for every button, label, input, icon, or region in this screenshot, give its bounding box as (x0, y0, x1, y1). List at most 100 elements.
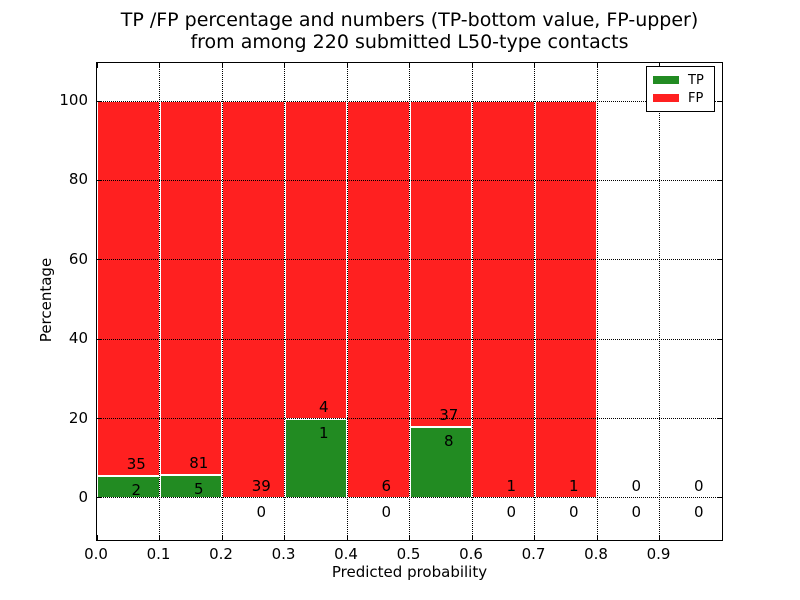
y-tick-label: 80 (68, 170, 88, 189)
legend-item-tp: TP (653, 74, 708, 87)
tp-count-label: 0 (256, 502, 267, 521)
chart-title: TP /FP percentage and numbers (TP-bottom… (96, 9, 723, 53)
gridline-vertical (409, 63, 410, 540)
chart-title-line1: TP /FP percentage and numbers (TP-bottom… (120, 9, 699, 31)
tp-count-label: 2 (131, 481, 142, 500)
x-tick-mark (159, 535, 160, 540)
y-tick-mark (97, 497, 102, 499)
fp-count-label: 4 (318, 397, 329, 416)
x-tick-label: 0.4 (334, 545, 358, 563)
y-tick-mark (97, 259, 102, 261)
y-tick-label: 20 (68, 408, 88, 427)
gridline-vertical (346, 63, 348, 540)
y-tick-mark (717, 100, 722, 102)
fp-count-label: 6 (381, 476, 392, 495)
gridline-horizontal (97, 100, 722, 102)
legend-label-fp: FP (688, 90, 704, 106)
tp-count-label: 0 (631, 502, 642, 521)
fp-count-label: 1 (506, 476, 517, 495)
x-tick-mark (96, 535, 98, 540)
y-tick-label: 100 (59, 91, 88, 110)
y-tick-mark (717, 259, 722, 261)
x-tick-label: 0.0 (84, 545, 108, 563)
legend: TP FP (646, 66, 715, 112)
x-tick-mark (659, 535, 660, 540)
fp-count-label: 1 (568, 476, 579, 495)
y-tick-mark (97, 418, 102, 420)
x-tick-label: 0.6 (459, 545, 483, 563)
legend-swatch-fp (653, 94, 679, 102)
gridline-vertical (221, 63, 223, 540)
gridline-vertical (471, 63, 473, 540)
bar-fp (97, 101, 160, 477)
x-tick-label: 0.9 (646, 545, 671, 563)
x-tick-label: 0.8 (584, 545, 608, 563)
legend-swatch-tp (653, 76, 679, 84)
legend-item-fp: FP (653, 92, 708, 105)
x-tick-mark (659, 63, 660, 68)
fp-count-label: 0 (693, 476, 704, 495)
bar-fp (472, 101, 535, 498)
tp-count-label: 0 (506, 502, 517, 521)
x-tick-mark (159, 63, 160, 68)
y-tick-mark (717, 338, 722, 340)
chart-title-line2: from among 220 submitted L50-type contac… (190, 31, 629, 53)
bar-fp (159, 101, 222, 475)
tp-count-label: 0 (568, 502, 579, 521)
fp-count-label: 81 (189, 453, 209, 472)
gridline-vertical (659, 63, 660, 540)
fp-count-label: 0 (631, 476, 642, 495)
x-tick-mark (346, 535, 348, 540)
x-tick-mark (471, 63, 473, 68)
gridline-vertical (284, 63, 285, 540)
fp-count-label: 35 (126, 455, 146, 474)
gridline-vertical (159, 63, 160, 540)
x-tick-mark (284, 535, 285, 540)
y-tick-mark (97, 338, 102, 340)
x-tick-label: 0.7 (521, 545, 546, 563)
grid-over-layer (97, 63, 722, 540)
y-tick-mark (717, 497, 722, 499)
tp-count-label: 5 (193, 479, 204, 498)
tp-count-label: 0 (693, 502, 704, 521)
gridline-horizontal (97, 418, 722, 420)
x-tick-label: 0.3 (271, 545, 296, 563)
x-tick-mark (596, 535, 598, 540)
x-tick-mark (96, 63, 98, 68)
tp-count-label: 0 (381, 502, 392, 521)
gridline-vertical (596, 63, 598, 540)
x-tick-mark (409, 63, 410, 68)
fp-count-label: 37 (439, 406, 459, 425)
y-tick-mark (97, 179, 102, 181)
fp-count-label: 39 (251, 476, 271, 495)
y-tick-mark (717, 418, 722, 420)
x-tick-mark (596, 63, 598, 68)
y-tick-mark (97, 100, 102, 102)
x-tick-mark (346, 63, 348, 68)
y-tick-mark (717, 179, 722, 181)
x-axis-label: Predicted probability (331, 563, 488, 581)
x-tick-label: 0.2 (209, 545, 233, 563)
gridline-horizontal (97, 179, 722, 181)
x-tick-mark (471, 535, 473, 540)
x-tick-mark (409, 535, 410, 540)
x-tick-label: 0.1 (146, 545, 171, 563)
ticks-layer (96, 63, 722, 540)
x-tick-mark (534, 535, 535, 540)
x-tick-mark (221, 63, 223, 68)
x-tick-mark (284, 63, 285, 68)
tp-count-label: 1 (318, 423, 329, 442)
y-tick-label: 60 (68, 249, 88, 268)
gridline-horizontal (97, 338, 722, 340)
legend-label-tp: TP (688, 72, 704, 88)
x-tick-mark (221, 535, 223, 540)
x-tick-mark (534, 63, 535, 68)
tp-count-label: 8 (443, 432, 454, 451)
gridline-horizontal (97, 259, 722, 261)
gridline-vertical (534, 63, 535, 540)
bar-tp (284, 418, 347, 498)
y-tick-label: 40 (68, 329, 88, 348)
y-tick-label: 0 (78, 487, 88, 506)
annotations-layer: 35 2 81 5 39 0 4 1 6 0 37 8 1 0 1 0 0 0 0 0 (97, 63, 722, 540)
